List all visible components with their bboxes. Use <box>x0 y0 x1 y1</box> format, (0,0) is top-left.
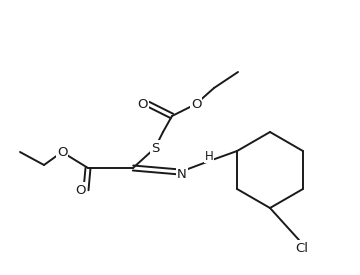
Text: S: S <box>151 142 159 155</box>
Text: H: H <box>204 150 213 163</box>
Text: O: O <box>138 98 148 111</box>
Text: O: O <box>57 145 67 158</box>
Text: O: O <box>191 98 201 111</box>
Text: N: N <box>177 169 187 182</box>
Text: O: O <box>76 183 86 197</box>
Text: Cl: Cl <box>296 241 309 254</box>
